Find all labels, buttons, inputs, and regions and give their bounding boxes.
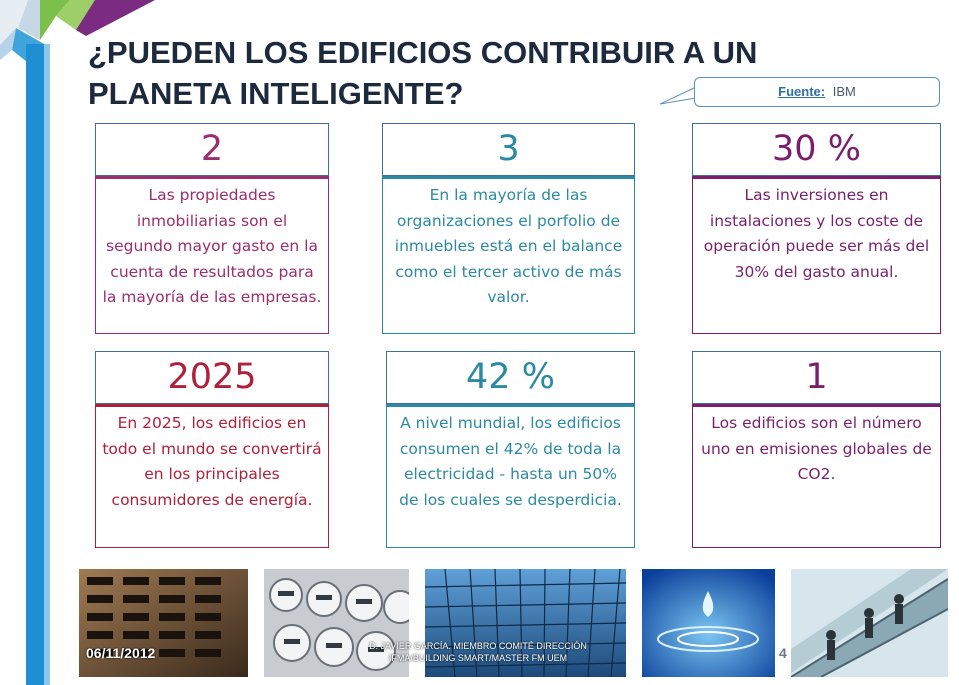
stat-value: 3 — [382, 123, 635, 176]
stat-value: 1 — [692, 351, 941, 404]
stat-card-5: 42 % A nivel mundial, los edificios cons… — [386, 351, 635, 548]
footer-date: 06/11/2012 — [86, 645, 156, 661]
electricity-meters-photo — [264, 569, 409, 677]
page-title: ¿PUEDEN LOS EDIFICIOS CONTRIBUIR A UN PL… — [88, 35, 758, 111]
source-callout: Fuente: IBM — [694, 77, 940, 107]
stat-description: Las inversiones en instalaciones y los c… — [692, 176, 941, 334]
stat-card-3: 30 % Las inversiones en instalaciones y … — [692, 123, 941, 334]
stat-card-1: 2 Las propiedades inmobiliarias son el s… — [95, 123, 329, 334]
stat-description: En 2025, los edificios en todo el mundo … — [95, 404, 329, 548]
escalator-people-photo — [791, 569, 948, 677]
source-label: Fuente: — [778, 84, 826, 99]
stat-value: 42 % — [386, 351, 635, 404]
stat-card-4: 2025 En 2025, los edificios en todo el m… — [95, 351, 329, 548]
stat-value: 2025 — [95, 351, 329, 404]
stat-card-2: 3 En la mayoría de las organizaciones el… — [382, 123, 635, 334]
page-number: 4 — [779, 645, 787, 661]
stat-value: 2 — [95, 123, 329, 176]
stat-description: En la mayoría de las organizaciones el p… — [382, 176, 635, 334]
footer-presenter: D. JAVIER GARCÍA. MIEMBRO COMITÉ DIRECCI… — [369, 641, 587, 663]
stat-value: 30 % — [692, 123, 941, 176]
source-value: IBM — [832, 84, 856, 99]
decorative-ribbon — [0, 0, 155, 685]
building-facade-photo — [79, 569, 248, 677]
stat-description: Las propiedades inmobiliarias son el seg… — [95, 176, 329, 334]
water-drop-photo — [642, 569, 775, 677]
stat-card-6: 1 Los edificios son el número uno en emi… — [692, 351, 941, 548]
stat-description: A nivel mundial, los edificios consumen … — [386, 404, 635, 548]
glass-skyscraper-photo — [425, 569, 626, 677]
callout-pointer — [660, 86, 697, 105]
stat-description: Los edificios son el número uno en emisi… — [692, 404, 941, 548]
